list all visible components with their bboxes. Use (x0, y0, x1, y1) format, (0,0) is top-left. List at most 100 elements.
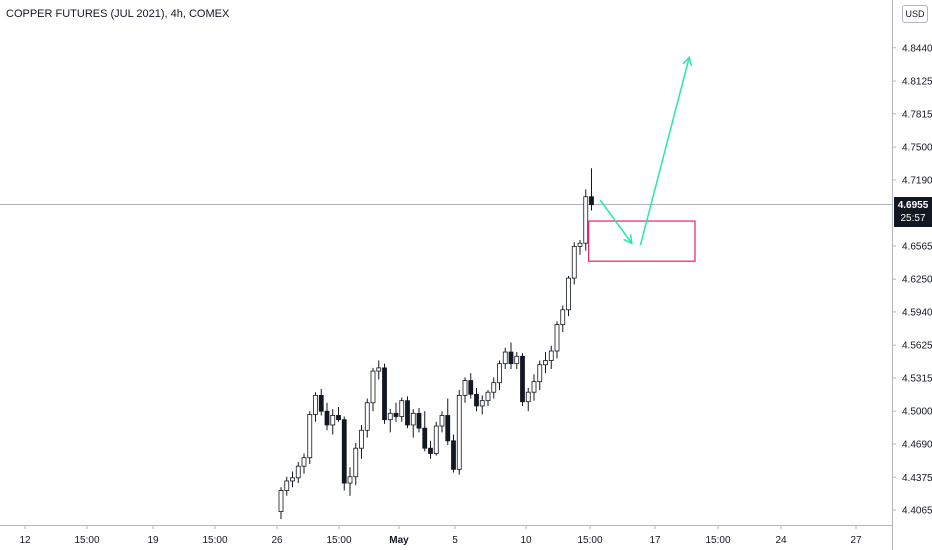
candle-body (514, 355, 520, 365)
candle (399, 397, 405, 422)
candle-body (387, 412, 393, 421)
arrow-head (623, 234, 633, 245)
candle-body (491, 382, 497, 393)
candle-body (451, 440, 456, 470)
candle (462, 377, 468, 403)
candle-body (382, 367, 387, 421)
candle-body (589, 196, 594, 206)
candle (336, 407, 341, 422)
time-tick-label: 19 (147, 535, 159, 546)
candle-body (376, 367, 382, 372)
candle (359, 424, 364, 459)
candle (405, 396, 410, 429)
candle-body (399, 400, 405, 417)
time-tick-label: 15:00 (74, 535, 99, 546)
price-tick-label: 4.7190 (902, 175, 932, 186)
candle (468, 373, 474, 399)
candle-body (548, 350, 554, 361)
candle-body (324, 410, 330, 426)
candle (571, 242, 577, 285)
price-tick-label: 4.5315 (902, 373, 932, 384)
candle-body (525, 391, 531, 403)
candle-body (318, 394, 324, 412)
candle (284, 476, 290, 496)
candle-body (439, 415, 445, 427)
candle (456, 390, 462, 475)
candle (422, 411, 428, 452)
candle (491, 377, 497, 399)
arrow-shaft (599, 199, 633, 244)
candle-body (295, 465, 301, 479)
price-tick-label: 4.8440 (902, 43, 932, 54)
candle-body (278, 490, 284, 513)
candle (537, 360, 543, 391)
candle-body (347, 476, 353, 484)
candle (341, 416, 347, 491)
candle (428, 440, 433, 459)
candle (278, 487, 284, 519)
candle-body (571, 245, 577, 279)
candle-body (485, 391, 491, 402)
candle-body (560, 309, 566, 325)
zone-rectangle (588, 220, 696, 262)
candle-body (456, 394, 462, 470)
projection-arrow (639, 55, 693, 246)
candle-body (330, 415, 336, 426)
candle (347, 467, 353, 496)
candle (295, 461, 301, 484)
candle (531, 374, 537, 401)
candle-body (583, 196, 589, 244)
candle (433, 421, 439, 456)
candle-body (537, 364, 543, 383)
candle (387, 409, 393, 433)
time-tick-label: 26 (271, 535, 283, 546)
price-tick-label: 4.4065 (902, 506, 932, 517)
time-tick-label: 24 (775, 535, 787, 546)
candle (439, 411, 445, 433)
candle-body (405, 400, 410, 426)
candle-body (336, 415, 341, 421)
candles (278, 168, 594, 519)
candle-body (566, 277, 571, 311)
candle (318, 389, 324, 416)
last-price-label: 4.6955 (897, 200, 929, 211)
projection-arrow (599, 199, 633, 245)
candle (560, 305, 566, 332)
candle-body (284, 480, 290, 491)
price-tick-label: 4.4375 (902, 473, 932, 484)
candle-body (543, 360, 548, 366)
candle-body (468, 380, 474, 395)
candle (416, 408, 422, 433)
candle (451, 434, 456, 473)
candle (474, 387, 479, 412)
candle-body (531, 381, 537, 393)
candle (520, 353, 525, 406)
candle (554, 321, 560, 359)
price-tick-label: 4.4690 (902, 439, 932, 450)
candle (307, 411, 313, 465)
candle-body (479, 400, 485, 407)
price-tick-label: 4.5625 (902, 341, 932, 352)
price-tick-label: 4.7815 (902, 109, 932, 120)
chart-title: COPPER FUTURES (JUL 2021), 4h, COMEX (6, 8, 230, 20)
candle (370, 367, 376, 412)
arrow-shaft (639, 57, 690, 246)
candle (376, 360, 382, 380)
price-tick-label: 4.6250 (902, 275, 932, 286)
currency-badge[interactable]: USD (902, 5, 928, 23)
time-tick-label: May (389, 535, 409, 546)
candle (543, 352, 548, 374)
candle (290, 471, 295, 488)
time-tick-label: 17 (649, 535, 661, 546)
candle-body (554, 324, 560, 352)
candle-body (410, 412, 416, 426)
price-tick-label: 4.8125 (902, 77, 932, 88)
time-tick-label: 15:00 (577, 535, 602, 546)
candle (548, 345, 554, 369)
candle (479, 395, 485, 415)
candle-body (313, 394, 318, 415)
candle-body (520, 355, 525, 403)
candle (382, 363, 387, 424)
candle-body (474, 393, 479, 407)
